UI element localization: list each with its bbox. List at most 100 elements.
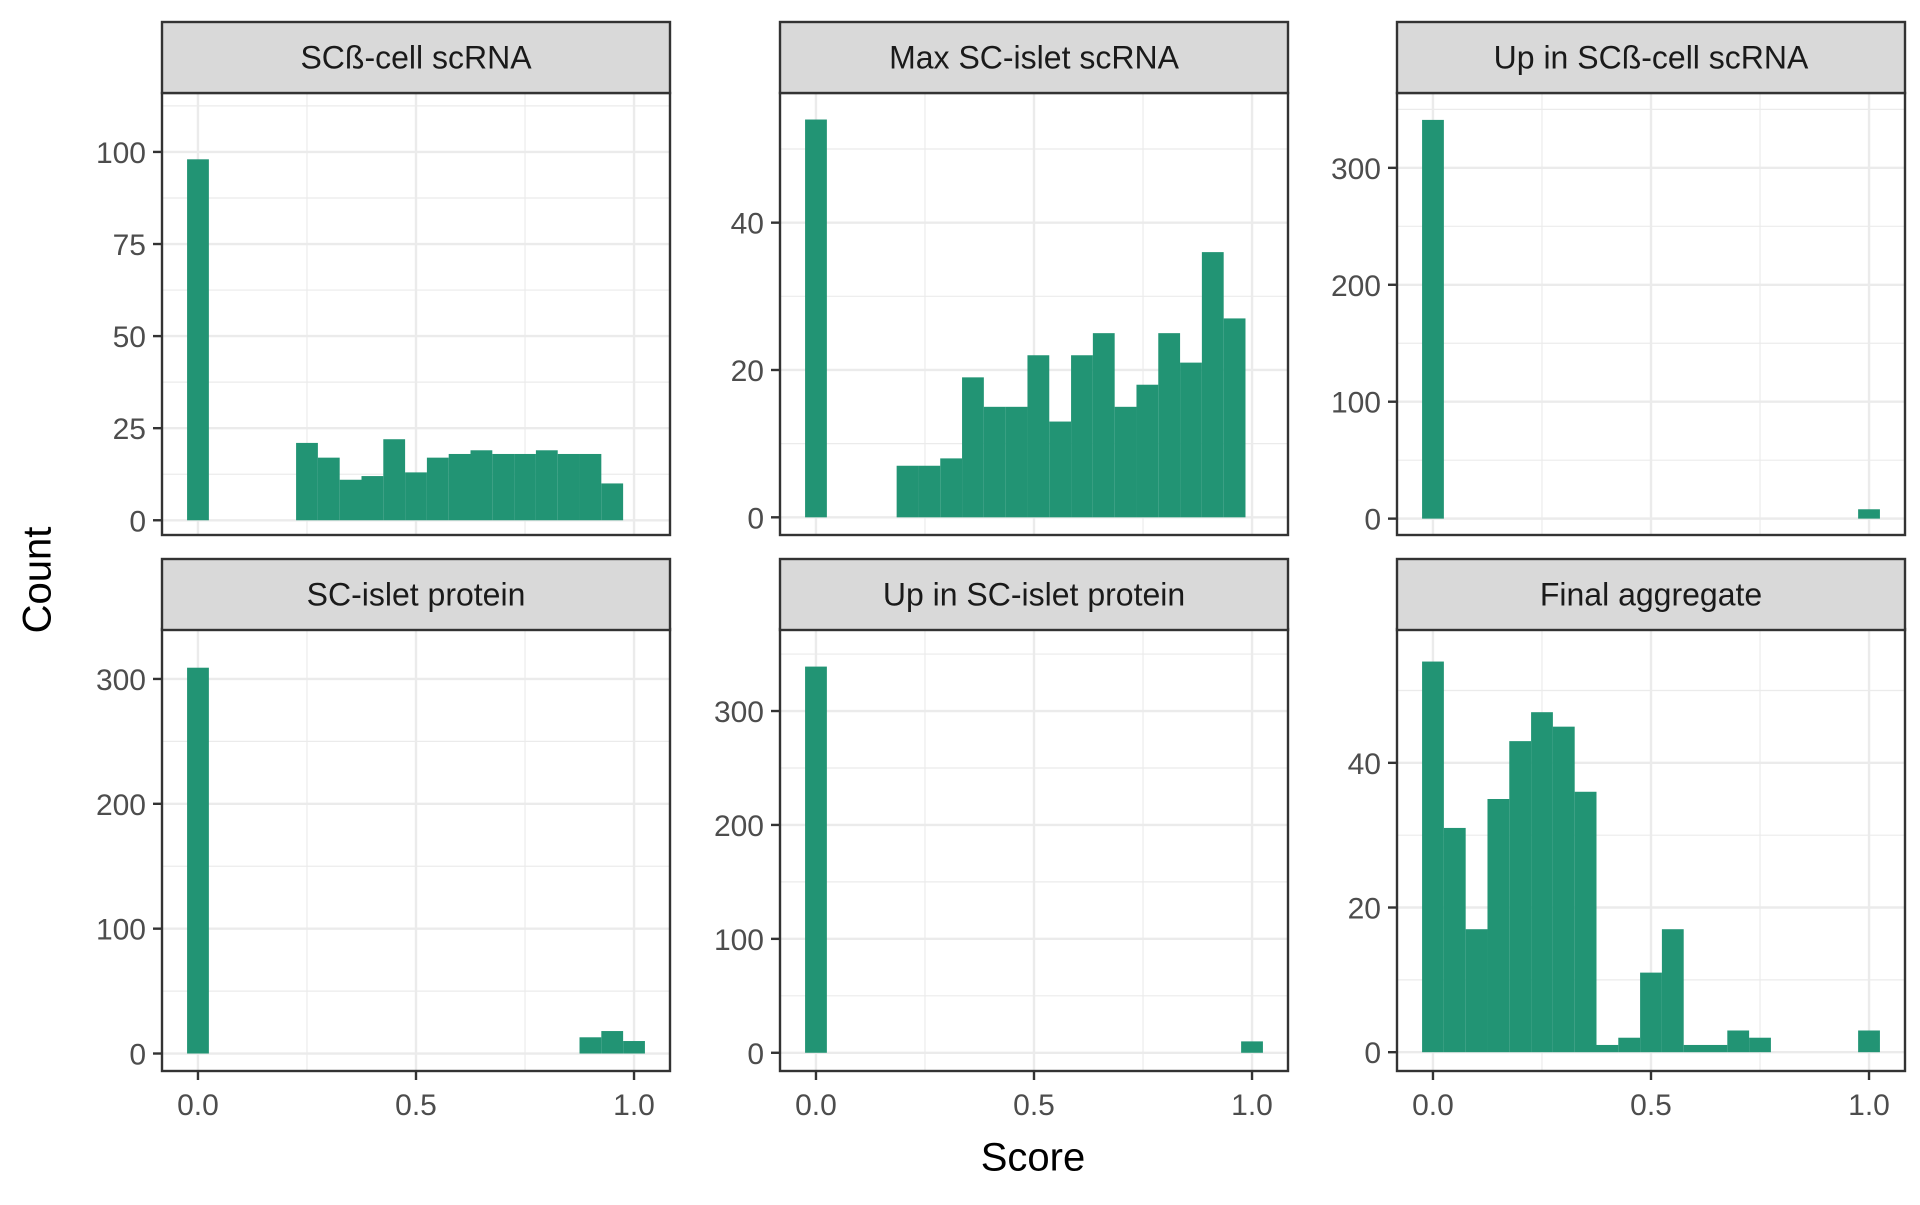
y-tick-label: 100 (96, 914, 146, 947)
histogram-bar (896, 465, 919, 518)
histogram-bar (426, 457, 449, 521)
x-tick-label: 0.5 (1013, 1089, 1055, 1122)
histogram-bar (1158, 333, 1181, 518)
y-axis-title: Count (16, 527, 60, 634)
facet-strip-label: Up in SC-islet protein (883, 577, 1185, 613)
histogram-bar (514, 453, 536, 521)
histogram-bar (1422, 119, 1444, 519)
histogram-bar (1531, 712, 1553, 1053)
facet-strip (160, 557, 672, 632)
y-tick-label: 200 (1331, 270, 1381, 303)
x-tick-label: 0.0 (1412, 1089, 1454, 1122)
histogram-bar (918, 465, 941, 518)
facet-strip (778, 557, 1290, 632)
histogram-bar (1049, 421, 1072, 518)
histogram-bar (1509, 741, 1532, 1053)
histogram-bar (805, 119, 827, 518)
facet-strip-label: SCß-cell scRNA (300, 40, 532, 76)
histogram-bar (1005, 406, 1028, 518)
facet-strip-label: Max SC-islet scRNA (889, 40, 1179, 76)
histogram-bar (1114, 406, 1137, 518)
y-tick-label: 50 (113, 321, 146, 354)
y-tick-label: 100 (96, 137, 146, 170)
histogram-bar (448, 453, 471, 521)
histogram-bar (1136, 384, 1159, 518)
y-tick-label: 0 (1364, 1037, 1381, 1070)
facet-strip (1395, 20, 1907, 95)
histogram-bar (1858, 1030, 1880, 1053)
histogram-bar (983, 406, 1006, 518)
facet-strip (1395, 557, 1907, 632)
y-tick-label: 100 (1331, 387, 1381, 420)
x-tick-label: 1.0 (1848, 1089, 1890, 1122)
histogram-bar (361, 476, 384, 521)
facet-panel-1: SCß-cell scRNA 0 25 50 75 100 (96, 20, 672, 538)
histogram-bar (1661, 929, 1684, 1053)
y-tick-label: 0 (129, 505, 146, 538)
y-tick-label: 40 (1348, 748, 1381, 781)
histogram-bar (187, 159, 209, 521)
histogram-bar (1574, 791, 1597, 1053)
y-tick-label: 200 (714, 810, 764, 843)
y-tick-label: 40 (731, 208, 764, 241)
facet-panel-3: Up in SCß-cell scRNA 0 100 200 300 (1331, 20, 1907, 537)
facet-strip-label: Final aggregate (1540, 577, 1762, 613)
histogram-bar (296, 442, 318, 521)
histogram-bar (1487, 799, 1510, 1053)
y-tick-label: 25 (113, 413, 146, 446)
panels: SCß-cell scRNA 0 25 50 75 100 Max SC-islet scR… (96, 20, 1907, 1122)
x-tick-label: 0.0 (795, 1089, 837, 1122)
histogram-bar (1640, 972, 1662, 1053)
facet-panel-4: SC-islet protein 0 100 200 300 0.0 0.5 1.0 (96, 557, 672, 1122)
y-tick-label: 300 (1331, 153, 1381, 186)
histogram-bar (470, 450, 493, 521)
facet-strip-label: Up in SCß-cell scRNA (1494, 40, 1809, 76)
histogram-bar (535, 450, 558, 521)
histogram-bar (579, 1037, 602, 1054)
histogram-bar (317, 457, 340, 521)
histogram-bar (1749, 1037, 1771, 1053)
histogram-bar (1422, 661, 1444, 1053)
x-tick-label: 0.5 (1630, 1089, 1672, 1122)
histogram-bar (383, 439, 406, 521)
histogram-bar (339, 479, 362, 521)
histogram-bar (187, 667, 209, 1054)
y-tick-label: 20 (1348, 893, 1381, 926)
histogram-bar (1705, 1044, 1728, 1053)
y-tick-label: 75 (113, 229, 146, 262)
facet-panel-2: Max SC-islet scRNA 0 20 40 (731, 20, 1290, 537)
histogram-bar (1027, 355, 1050, 518)
y-tick-label: 0 (747, 502, 764, 535)
histogram-bar (1596, 1044, 1619, 1053)
histogram-bar (1552, 726, 1575, 1053)
facet-strip-label: SC-islet protein (307, 577, 526, 613)
histogram-bar (1618, 1037, 1641, 1053)
histogram-bar (601, 1031, 624, 1054)
x-axis-title: Score (981, 1136, 1086, 1180)
histogram-bar (1180, 362, 1202, 518)
histogram-bar (405, 472, 427, 521)
histogram-bar (805, 666, 827, 1053)
x-tick-label: 1.0 (1231, 1089, 1273, 1122)
histogram-bar (1201, 252, 1224, 518)
histogram-bar (1223, 318, 1246, 518)
histogram-bar (1465, 929, 1488, 1053)
y-tick-label: 0 (1364, 504, 1381, 537)
histogram-bar (1858, 509, 1880, 519)
y-tick-label: 0 (129, 1039, 146, 1072)
histogram-bar (1443, 827, 1466, 1053)
x-tick-label: 0.0 (177, 1089, 219, 1122)
histogram-bar (962, 377, 984, 518)
histogram-bar (579, 453, 602, 521)
histogram-bar (1071, 355, 1093, 518)
x-tick-label: 0.5 (395, 1089, 437, 1122)
histogram-bar (1092, 333, 1115, 518)
histogram-bar (1241, 1041, 1263, 1053)
y-tick-label: 20 (731, 355, 764, 388)
facet-panel-5: Up in SC-islet protein 0 100 200 300 0.0 0.5 1.… (714, 557, 1290, 1122)
y-tick-label: 200 (96, 789, 146, 822)
histogram-bar (492, 453, 515, 521)
y-tick-label: 300 (714, 696, 764, 729)
